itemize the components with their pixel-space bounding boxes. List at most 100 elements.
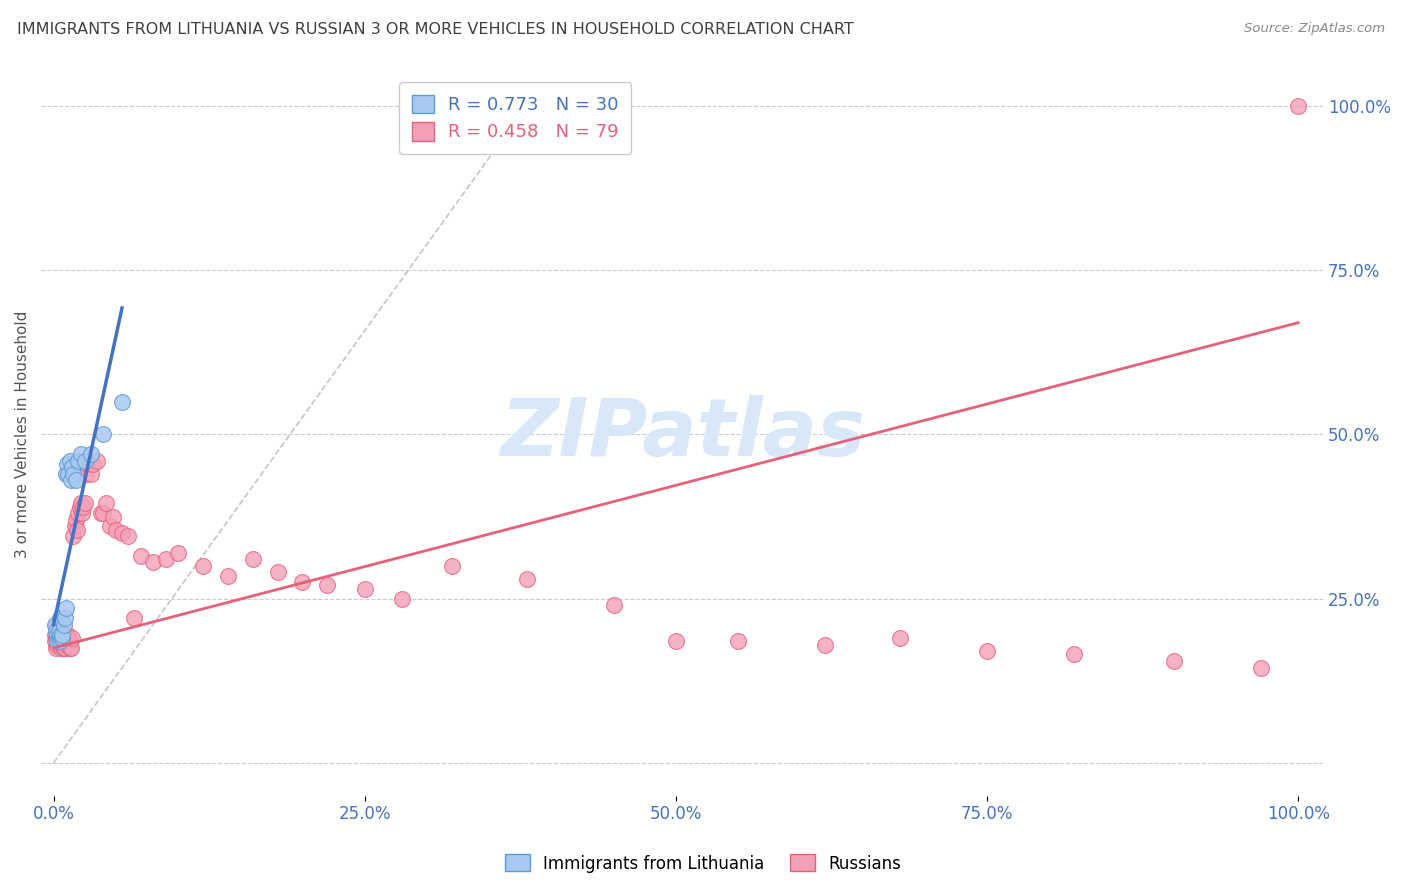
Point bbox=[55, 601, 77, 615]
Point bbox=[142, 556, 165, 570]
Point bbox=[1286, 99, 1309, 113]
Point bbox=[63, 519, 86, 533]
Point bbox=[49, 638, 72, 652]
Point bbox=[90, 506, 112, 520]
Text: Source: ZipAtlas.com: Source: ZipAtlas.com bbox=[1244, 22, 1385, 36]
Point bbox=[266, 566, 288, 580]
Point bbox=[44, 628, 66, 642]
Point bbox=[814, 638, 837, 652]
Point bbox=[66, 523, 89, 537]
Point bbox=[391, 591, 413, 606]
Point bbox=[58, 634, 80, 648]
Point bbox=[46, 624, 69, 639]
Legend: R = 0.773   N = 30, R = 0.458   N = 79: R = 0.773 N = 30, R = 0.458 N = 79 bbox=[399, 82, 631, 154]
Point bbox=[51, 628, 73, 642]
Point bbox=[48, 624, 70, 639]
Point bbox=[46, 634, 69, 648]
Point bbox=[53, 640, 76, 655]
Point bbox=[49, 634, 72, 648]
Point bbox=[56, 457, 79, 471]
Point bbox=[65, 474, 87, 488]
Point bbox=[111, 394, 134, 409]
Point bbox=[73, 453, 96, 467]
Point bbox=[82, 457, 104, 471]
Point bbox=[353, 582, 375, 596]
Point bbox=[45, 640, 67, 655]
Point bbox=[191, 558, 214, 573]
Point bbox=[59, 474, 82, 488]
Point bbox=[44, 618, 66, 632]
Point bbox=[104, 523, 127, 537]
Point bbox=[62, 529, 84, 543]
Point bbox=[129, 549, 152, 563]
Point bbox=[111, 525, 134, 540]
Point bbox=[291, 575, 314, 590]
Point bbox=[49, 628, 72, 642]
Point bbox=[60, 631, 83, 645]
Point bbox=[51, 634, 73, 648]
Point bbox=[49, 634, 72, 648]
Point bbox=[440, 558, 463, 573]
Point bbox=[155, 552, 177, 566]
Point bbox=[51, 631, 73, 645]
Point bbox=[46, 628, 69, 642]
Point bbox=[55, 631, 77, 645]
Point bbox=[49, 624, 72, 639]
Point bbox=[60, 460, 83, 475]
Point bbox=[77, 453, 100, 467]
Point bbox=[58, 628, 80, 642]
Point bbox=[72, 500, 94, 514]
Point bbox=[52, 634, 75, 648]
Point bbox=[49, 640, 72, 655]
Point bbox=[70, 447, 93, 461]
Point bbox=[316, 578, 339, 592]
Point bbox=[117, 529, 139, 543]
Point bbox=[515, 572, 537, 586]
Text: IMMIGRANTS FROM LITHUANIA VS RUSSIAN 3 OR MORE VEHICLES IN HOUSEHOLD CORRELATION: IMMIGRANTS FROM LITHUANIA VS RUSSIAN 3 O… bbox=[17, 22, 853, 37]
Point bbox=[76, 457, 98, 471]
Point bbox=[53, 611, 76, 625]
Point bbox=[45, 624, 67, 639]
Legend: Immigrants from Lithuania, Russians: Immigrants from Lithuania, Russians bbox=[499, 847, 907, 880]
Point bbox=[242, 552, 264, 566]
Point bbox=[86, 453, 108, 467]
Point bbox=[65, 513, 87, 527]
Point bbox=[67, 453, 90, 467]
Point bbox=[55, 467, 77, 481]
Point bbox=[69, 500, 91, 514]
Y-axis label: 3 or more Vehicles in Household: 3 or more Vehicles in Household bbox=[15, 310, 30, 558]
Point bbox=[124, 611, 146, 625]
Point bbox=[49, 611, 72, 625]
Point bbox=[665, 634, 688, 648]
Point bbox=[49, 631, 72, 645]
Point bbox=[1063, 648, 1085, 662]
Point bbox=[80, 447, 103, 461]
Point bbox=[56, 631, 79, 645]
Point bbox=[93, 427, 115, 442]
Point bbox=[52, 618, 75, 632]
Text: ZIPatlas: ZIPatlas bbox=[499, 395, 865, 474]
Point bbox=[80, 467, 103, 481]
Point bbox=[103, 509, 125, 524]
Point bbox=[67, 506, 90, 520]
Point bbox=[70, 506, 93, 520]
Point bbox=[48, 634, 70, 648]
Point bbox=[1163, 654, 1185, 668]
Point bbox=[75, 467, 97, 481]
Point bbox=[98, 519, 121, 533]
Point bbox=[53, 634, 76, 648]
Point bbox=[1250, 660, 1272, 674]
Point bbox=[59, 634, 82, 648]
Point bbox=[73, 496, 96, 510]
Point bbox=[49, 611, 72, 625]
Point bbox=[727, 634, 749, 648]
Point bbox=[55, 634, 77, 648]
Point bbox=[59, 640, 82, 655]
Point bbox=[70, 496, 93, 510]
Point bbox=[976, 644, 998, 658]
Point bbox=[94, 496, 117, 510]
Point bbox=[46, 638, 69, 652]
Point bbox=[45, 631, 67, 645]
Point bbox=[602, 598, 624, 612]
Point bbox=[52, 640, 75, 655]
